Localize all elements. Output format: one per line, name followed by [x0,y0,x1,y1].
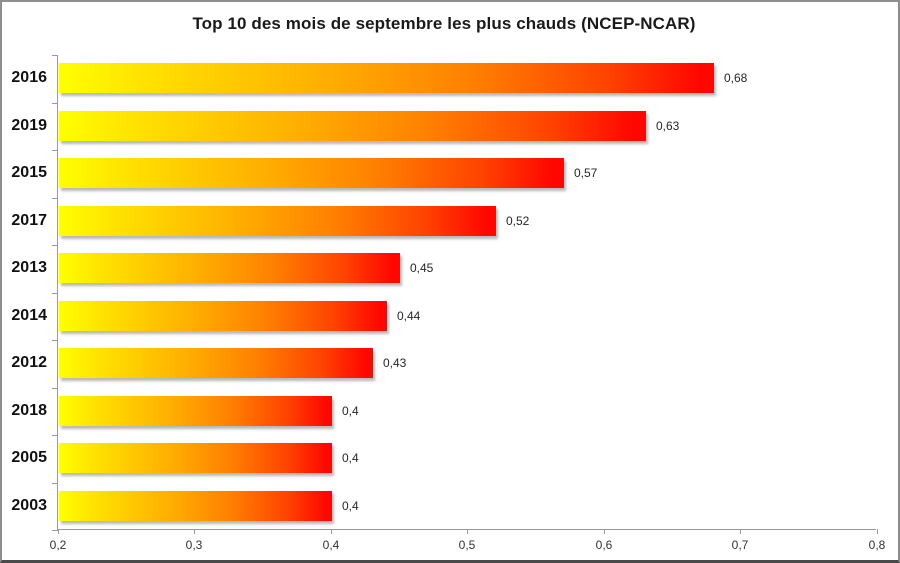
bar-row: 2017 0,52 [11,198,876,245]
bar-row: 2015 0,57 [11,150,876,197]
category-label: 2016 [11,69,47,86]
value-label: 0,68 [724,71,748,85]
category-label: 2017 [11,211,47,229]
y-axis-tick [52,435,58,436]
value-label: 0,52 [506,213,530,228]
y-axis-tick [52,150,58,151]
bar-2019[interactable] [59,110,646,141]
bar-2018[interactable] [59,395,332,426]
x-axis-tick-label: 0,4 [322,538,340,552]
category-label: 2019 [11,116,47,134]
x-axis-tick [58,529,59,534]
x-axis-tick-label: 0,3 [185,538,203,552]
value-label: 0,45 [410,261,434,275]
category-label: 2003 [11,496,47,514]
value-label: 0,57 [574,166,598,180]
bar-2014[interactable] [59,300,387,331]
bar-2016[interactable] [59,63,714,93]
y-axis-tick [52,103,58,104]
x-axis-tick-label: 0,5 [458,538,476,552]
x-axis-tick [194,529,195,534]
value-label: 0,44 [397,308,421,323]
category-label: 2012 [11,354,47,371]
bar-2012[interactable] [59,348,373,378]
bar-2005[interactable] [59,443,332,473]
x-axis-tick-label: 0,2 [49,538,67,552]
bar-2003[interactable] [59,490,332,521]
y-axis-tick [52,388,58,389]
x-axis-tick-label: 0,8 [868,538,886,552]
bar-row: 2012 0,43 [11,340,876,387]
bar-row: 2016 0,68 [11,55,876,102]
bar-row: 2005 0,4 [11,435,876,482]
bar-2015[interactable] [59,158,564,188]
category-label: 2014 [11,306,47,324]
category-label: 2005 [11,449,47,466]
y-axis-tick [52,483,58,484]
bar-row: 2018 0,4 [11,388,876,435]
y-axis-tick [52,340,58,341]
bar-2013[interactable] [59,253,400,283]
value-label: 0,4 [342,498,359,513]
x-axis-tick [331,529,332,534]
y-axis-tick [52,530,58,531]
value-label: 0,43 [383,356,407,370]
y-axis-tick [52,55,58,56]
bar-2017[interactable] [59,205,496,236]
bar-row: 2019 0,63 [11,103,876,150]
chart-title: Top 10 des mois de septembre les plus ch… [192,14,696,33]
category-label: 2015 [11,164,47,181]
x-axis-tick [467,529,468,534]
x-axis-tick [877,529,878,534]
value-label: 0,63 [656,118,680,133]
bar-row: 2003 0,4 [11,483,876,530]
value-label: 0,4 [342,451,359,465]
y-axis-tick [52,245,58,246]
x-axis-tick-label: 0,6 [595,538,613,552]
bar-row: 2013 0,45 [11,245,876,292]
category-label: 2013 [11,259,47,276]
x-axis-tick [604,529,605,534]
x-axis-tick [740,529,741,534]
bar-row: 2014 0,44 [11,293,876,340]
value-label: 0,4 [342,403,359,418]
plot-area: 2016 0,68 2019 0,63 2015 0,57 2017 0,52 2013 0,45… [11,55,885,552]
y-axis-tick [52,293,58,294]
category-label: 2018 [11,401,47,419]
y-axis-tick [52,198,58,199]
x-axis-tick-label: 0,7 [731,538,749,552]
